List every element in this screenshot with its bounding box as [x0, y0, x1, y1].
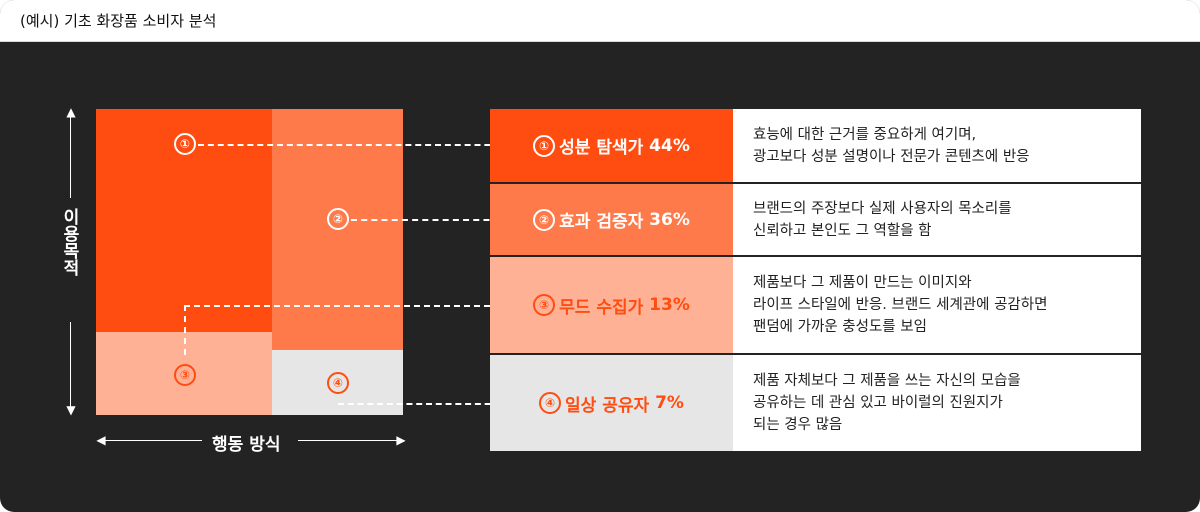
marker-4-block: ④ [327, 372, 349, 394]
connector-1 [198, 144, 520, 146]
connector-3 [184, 305, 520, 307]
segment-percent-1: 44% [649, 135, 690, 156]
segment-name-2: 효과 검증자 [559, 212, 644, 232]
segment-2-desc-line-2: 신뢰하고 본인도 그 역할을 함 [753, 222, 932, 239]
vertical-axis-line-bottom [70, 322, 71, 408]
segment-1-desc-line-1: 효능에 대한 근거를 중요하게 여기며, [753, 126, 977, 143]
segment-name-1: 성분 탐색가 [559, 138, 644, 158]
segment-description-1: 효능에 대한 근거를 중요하게 여기며, 광고보다 성분 설명이나 전문가 콘텐… [733, 109, 1141, 182]
segment-4-desc-line-1: 제품 자체보다 그 제품을 쓰는 자신의 모습을 [753, 373, 1021, 389]
segment-3-desc-line-3: 팬덤에 가까운 충성도를 보임 [753, 319, 927, 335]
connector-3-vertical [184, 305, 186, 355]
connector-4 [338, 403, 520, 405]
horizontal-axis-line-left [102, 440, 202, 441]
connector-2 [351, 219, 520, 221]
marker-2-block: ② [327, 208, 349, 230]
segment-name-3: 무드 수집가 [559, 297, 644, 318]
segment-percent-3: 13% [649, 295, 690, 315]
horizontal-axis-label: 행동 방식 [212, 435, 281, 455]
marker-1-block: ① [174, 133, 196, 155]
marker-3-block: ③ [174, 364, 196, 386]
marker-2-label: ② [533, 208, 556, 231]
marker-1-label: ① [533, 134, 556, 157]
vertical-axis-label: 이용목적 [59, 208, 79, 276]
segment-2-desc-line-1: 브랜드의 주장보다 실제 사용자의 목소리를 [753, 200, 1012, 217]
segment-description-2: 브랜드의 주장보다 실제 사용자의 목소리를 신뢰하고 본인도 그 역할을 함 [733, 184, 1141, 255]
segment-label-2: ② 효과 검증자 36% [490, 184, 733, 255]
segment-percent-4: 7% [655, 393, 684, 413]
segment-3-desc-line-2: 라이프 스타일에 반응. 브랜드 세계관에 공감하면 [753, 297, 1048, 313]
row-divider [490, 255, 1141, 257]
segment-name-4: 일상 공유자 [565, 395, 650, 416]
marker-3-label: ③ [533, 294, 556, 316]
axis-up-arrow-icon: ▲ [66, 105, 76, 119]
segment-4-desc-line-3: 되는 경우 많음 [753, 417, 843, 433]
segment-description-4: 제품 자체보다 그 제품을 쓰는 자신의 모습을 공유하는 데 관심 있고 바이… [733, 355, 1141, 451]
segment-3-desc-line-1: 제품보다 그 제품이 만드는 이미지와 [753, 275, 972, 291]
segment-label-1: ① 성분 탐색가 44% [490, 109, 733, 182]
page-title: (예시) 기초 화장품 소비자 분석 [20, 12, 217, 30]
horizontal-axis-line-right [298, 440, 398, 441]
segment-label-3: ③ 무드 수집가 13% [490, 257, 733, 353]
row-divider [490, 182, 1141, 184]
segment-label-4: ④ 일상 공유자 7% [490, 355, 733, 451]
segment-description-3: 제품보다 그 제품이 만드는 이미지와 라이프 스타일에 반응. 브랜드 세계관… [733, 257, 1141, 353]
segment-1-desc-line-2: 광고보다 성분 설명이나 전문가 콘텐츠에 반응 [753, 148, 1030, 165]
axis-right-arrow-icon: ▶ [396, 433, 406, 447]
row-divider [490, 353, 1141, 355]
axis-down-arrow-icon: ▼ [66, 403, 76, 417]
segment-4-desc-line-2: 공유하는 데 관심 있고 바이럴의 진원지가 [753, 395, 1003, 411]
axis-left-arrow-icon: ◀ [96, 433, 106, 447]
title-bar: (예시) 기초 화장품 소비자 분석 [0, 0, 1200, 42]
vertical-axis-line-top [70, 114, 71, 198]
marker-4-label: ④ [539, 392, 562, 414]
segment-percent-2: 36% [649, 209, 690, 230]
